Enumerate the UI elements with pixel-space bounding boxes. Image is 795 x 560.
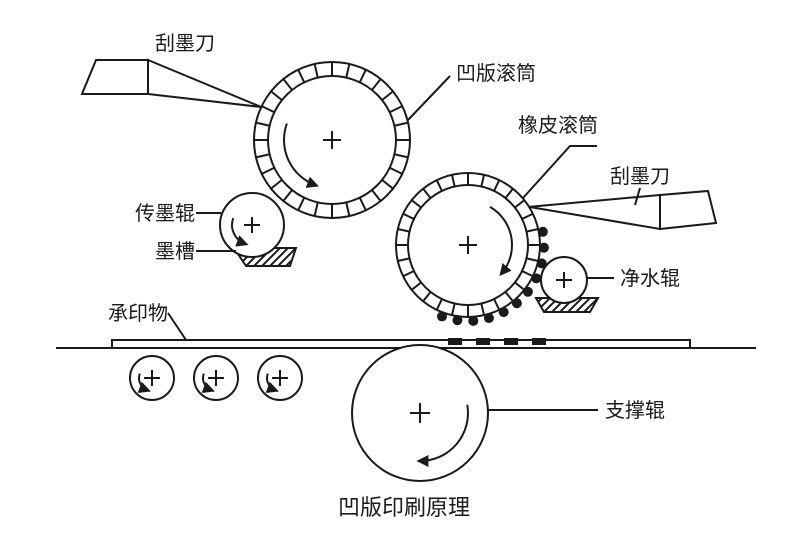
leader-substrate	[168, 313, 186, 340]
rubber-ink-dot	[437, 311, 447, 321]
leader-gravure	[408, 76, 450, 120]
doctor-blade-left	[148, 60, 261, 107]
rubber-ink-dot	[538, 227, 548, 237]
rubber-ink-dot	[512, 298, 522, 308]
label-doctor-blade-right: 刮墨刀	[610, 165, 670, 188]
doctor-blade-left-holder	[82, 60, 148, 94]
rubber-ink-dot	[484, 313, 494, 323]
label-ink-roller: 传墨辊	[135, 202, 195, 225]
rubber-ink-dot	[531, 273, 541, 283]
rubber-ink-dot	[539, 243, 549, 253]
doctor-blade-right	[529, 195, 660, 229]
ink-dot	[448, 338, 462, 345]
rubber-ink-dot	[499, 307, 509, 317]
rubber-ink-dot	[523, 287, 533, 297]
label-rubber-cylinder: 橡皮滚筒	[518, 114, 598, 137]
diagram-title: 凹版印刷原理	[338, 495, 470, 520]
label-water-roller: 净水辊	[620, 267, 680, 290]
ink-dot	[476, 338, 490, 345]
rubber-ink-dot	[452, 315, 462, 325]
label-substrate: 承印物	[108, 302, 168, 325]
doctor-blade-right-holder	[660, 191, 716, 229]
label-doctor-blade-left: 刮墨刀	[155, 32, 215, 55]
rubber-ink-dot	[468, 316, 478, 326]
ink-dot	[532, 338, 546, 345]
label-ink-tank: 墨槽	[155, 240, 195, 263]
label-support-roller: 支撑辊	[605, 399, 665, 422]
ink-dot	[504, 338, 518, 345]
label-gravure-cylinder: 凹版滚筒	[456, 62, 536, 85]
leader-rubber	[523, 146, 597, 198]
